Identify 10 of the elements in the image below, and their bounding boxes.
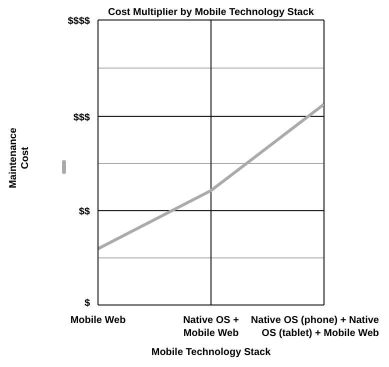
x-tick-label: Mobile Web	[70, 315, 126, 326]
x-tick-label: Native OS + Mobile Web	[183, 315, 240, 339]
x-axis-title: Mobile Technology Stack	[151, 347, 271, 358]
ref-line-label: $$	[78, 206, 90, 218]
ref-line-label: $$$$	[68, 16, 90, 27]
y-axis-title: Maintenance Cost	[8, 126, 32, 190]
x-tick-label: Native OS (phone) + Native OS (tablet) + Mobile Web	[250, 315, 380, 339]
ref-line-label: $$$	[73, 112, 90, 124]
text: $	[84, 298, 90, 309]
chart-title: Cost Multiplier by Mobile Technology Stack	[108, 7, 314, 18]
